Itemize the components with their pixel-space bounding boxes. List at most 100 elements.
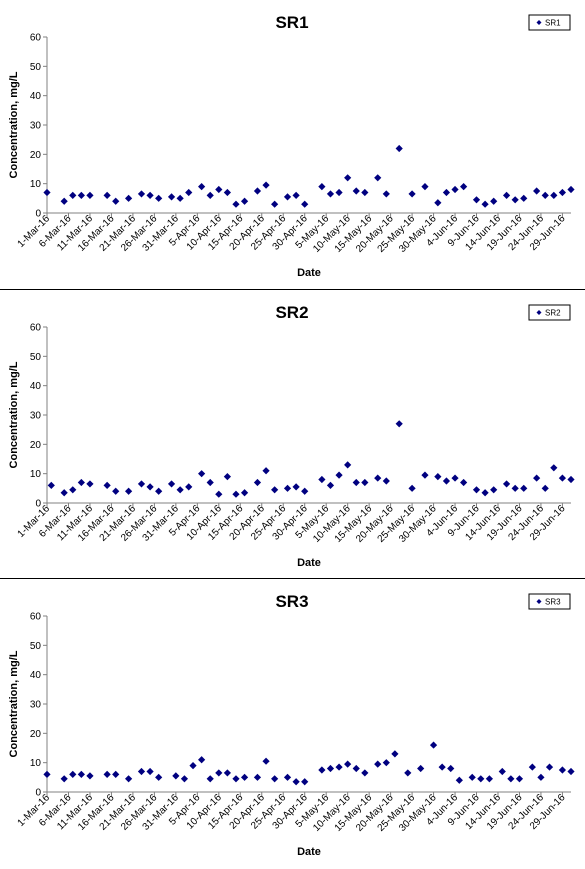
data-point <box>283 484 292 492</box>
data-point <box>533 187 541 195</box>
data-point <box>189 762 197 770</box>
data-point <box>550 191 558 199</box>
data-point <box>215 769 223 777</box>
data-point <box>451 185 459 194</box>
data-point <box>451 474 459 482</box>
data-point <box>481 489 489 497</box>
x-axis-title: Date <box>297 846 321 858</box>
data-point <box>391 750 399 758</box>
data-point <box>232 490 240 498</box>
legend-label: SR1 <box>545 19 561 28</box>
data-point <box>253 187 262 195</box>
data-point <box>172 772 180 780</box>
y-axis-title: Concentration, mg/L <box>8 361 20 468</box>
data-point <box>60 775 68 783</box>
data-point <box>253 773 262 781</box>
y-axis-title: Concentration, mg/L <box>8 650 20 757</box>
data-point <box>528 763 536 771</box>
data-point <box>558 188 567 197</box>
data-point <box>125 775 133 783</box>
data-point <box>481 200 489 208</box>
data-point <box>326 764 335 773</box>
data-point <box>537 773 545 781</box>
data-point <box>112 197 120 205</box>
data-point <box>146 767 154 776</box>
data-point <box>520 194 528 202</box>
y-tick-label: 20 <box>30 440 42 451</box>
chart-panel-sr3: SR3 Concentration, mg/L Date 0 10 20 30 40 50 60 1… <box>0 578 585 867</box>
data-point <box>498 767 506 776</box>
y-tick-label: 0 <box>35 499 41 510</box>
y-tick-label: 50 <box>30 62 42 73</box>
data-point <box>292 778 300 786</box>
data-point <box>352 187 360 195</box>
data-point <box>146 483 154 491</box>
data-point <box>374 474 382 482</box>
y-tick-label: 10 <box>30 469 42 480</box>
data-point <box>301 487 309 495</box>
data-point <box>176 486 184 494</box>
data-point <box>447 764 455 773</box>
data-point <box>301 778 309 786</box>
y-tick-label: 60 <box>30 33 42 44</box>
data-point <box>567 767 575 776</box>
data-point <box>408 190 416 198</box>
data-point <box>60 197 68 205</box>
data-point <box>198 183 206 191</box>
y-tick-label: 60 <box>30 323 42 334</box>
data-point <box>352 478 360 487</box>
data-point <box>550 464 558 472</box>
data-point <box>318 475 326 484</box>
data-point <box>137 190 146 198</box>
data-point <box>438 763 446 771</box>
data-point <box>344 760 352 768</box>
data-point <box>558 474 567 482</box>
data-point <box>374 760 382 768</box>
data-point <box>502 480 511 488</box>
legend-box <box>528 14 571 31</box>
data-point <box>125 194 133 202</box>
data-point <box>77 191 85 199</box>
data-point <box>455 776 463 784</box>
data-point <box>262 467 270 475</box>
y-tick-label: 30 <box>30 121 42 132</box>
legend-label: SR3 <box>545 598 561 607</box>
data-point <box>271 486 279 494</box>
y-tick-label: 50 <box>30 641 42 652</box>
data-point <box>335 188 343 197</box>
data-point <box>223 188 231 197</box>
y-axis-title: Concentration, mg/L <box>8 71 20 178</box>
y-tick-label: 0 <box>35 788 41 799</box>
data-point <box>215 185 223 194</box>
data-point <box>442 188 451 197</box>
data-point <box>382 190 390 198</box>
chart-title: SR1 <box>275 13 308 32</box>
y-tick-label: 30 <box>30 700 42 711</box>
chart-title: SR3 <box>275 592 308 611</box>
data-point <box>271 200 279 208</box>
data-point <box>382 759 390 767</box>
data-point <box>374 174 382 182</box>
data-point <box>167 480 176 488</box>
y-tick-label: 20 <box>30 729 42 740</box>
data-point <box>103 770 111 778</box>
data-point <box>206 478 214 487</box>
data-point <box>262 757 270 765</box>
legend-marker <box>536 20 542 25</box>
data-point <box>155 487 163 495</box>
chart-title: SR2 <box>275 303 308 322</box>
data-point <box>185 188 193 197</box>
y-tick-label: 40 <box>30 381 42 392</box>
data-point <box>335 471 343 479</box>
y-tick-label: 40 <box>30 670 42 681</box>
chart-panel-sr1: SR1 Concentration, mg/L Date 0 10 20 30 40 50 60 1… <box>0 0 585 289</box>
data-point <box>43 188 51 197</box>
y-tick-label: 20 <box>30 150 42 161</box>
data-point <box>215 490 223 498</box>
data-point <box>112 770 120 778</box>
chart-panel-sr2: SR2 Concentration, mg/L Date 0 10 20 30 40 50 60 1… <box>0 289 585 578</box>
y-tick-label: 10 <box>30 179 42 190</box>
